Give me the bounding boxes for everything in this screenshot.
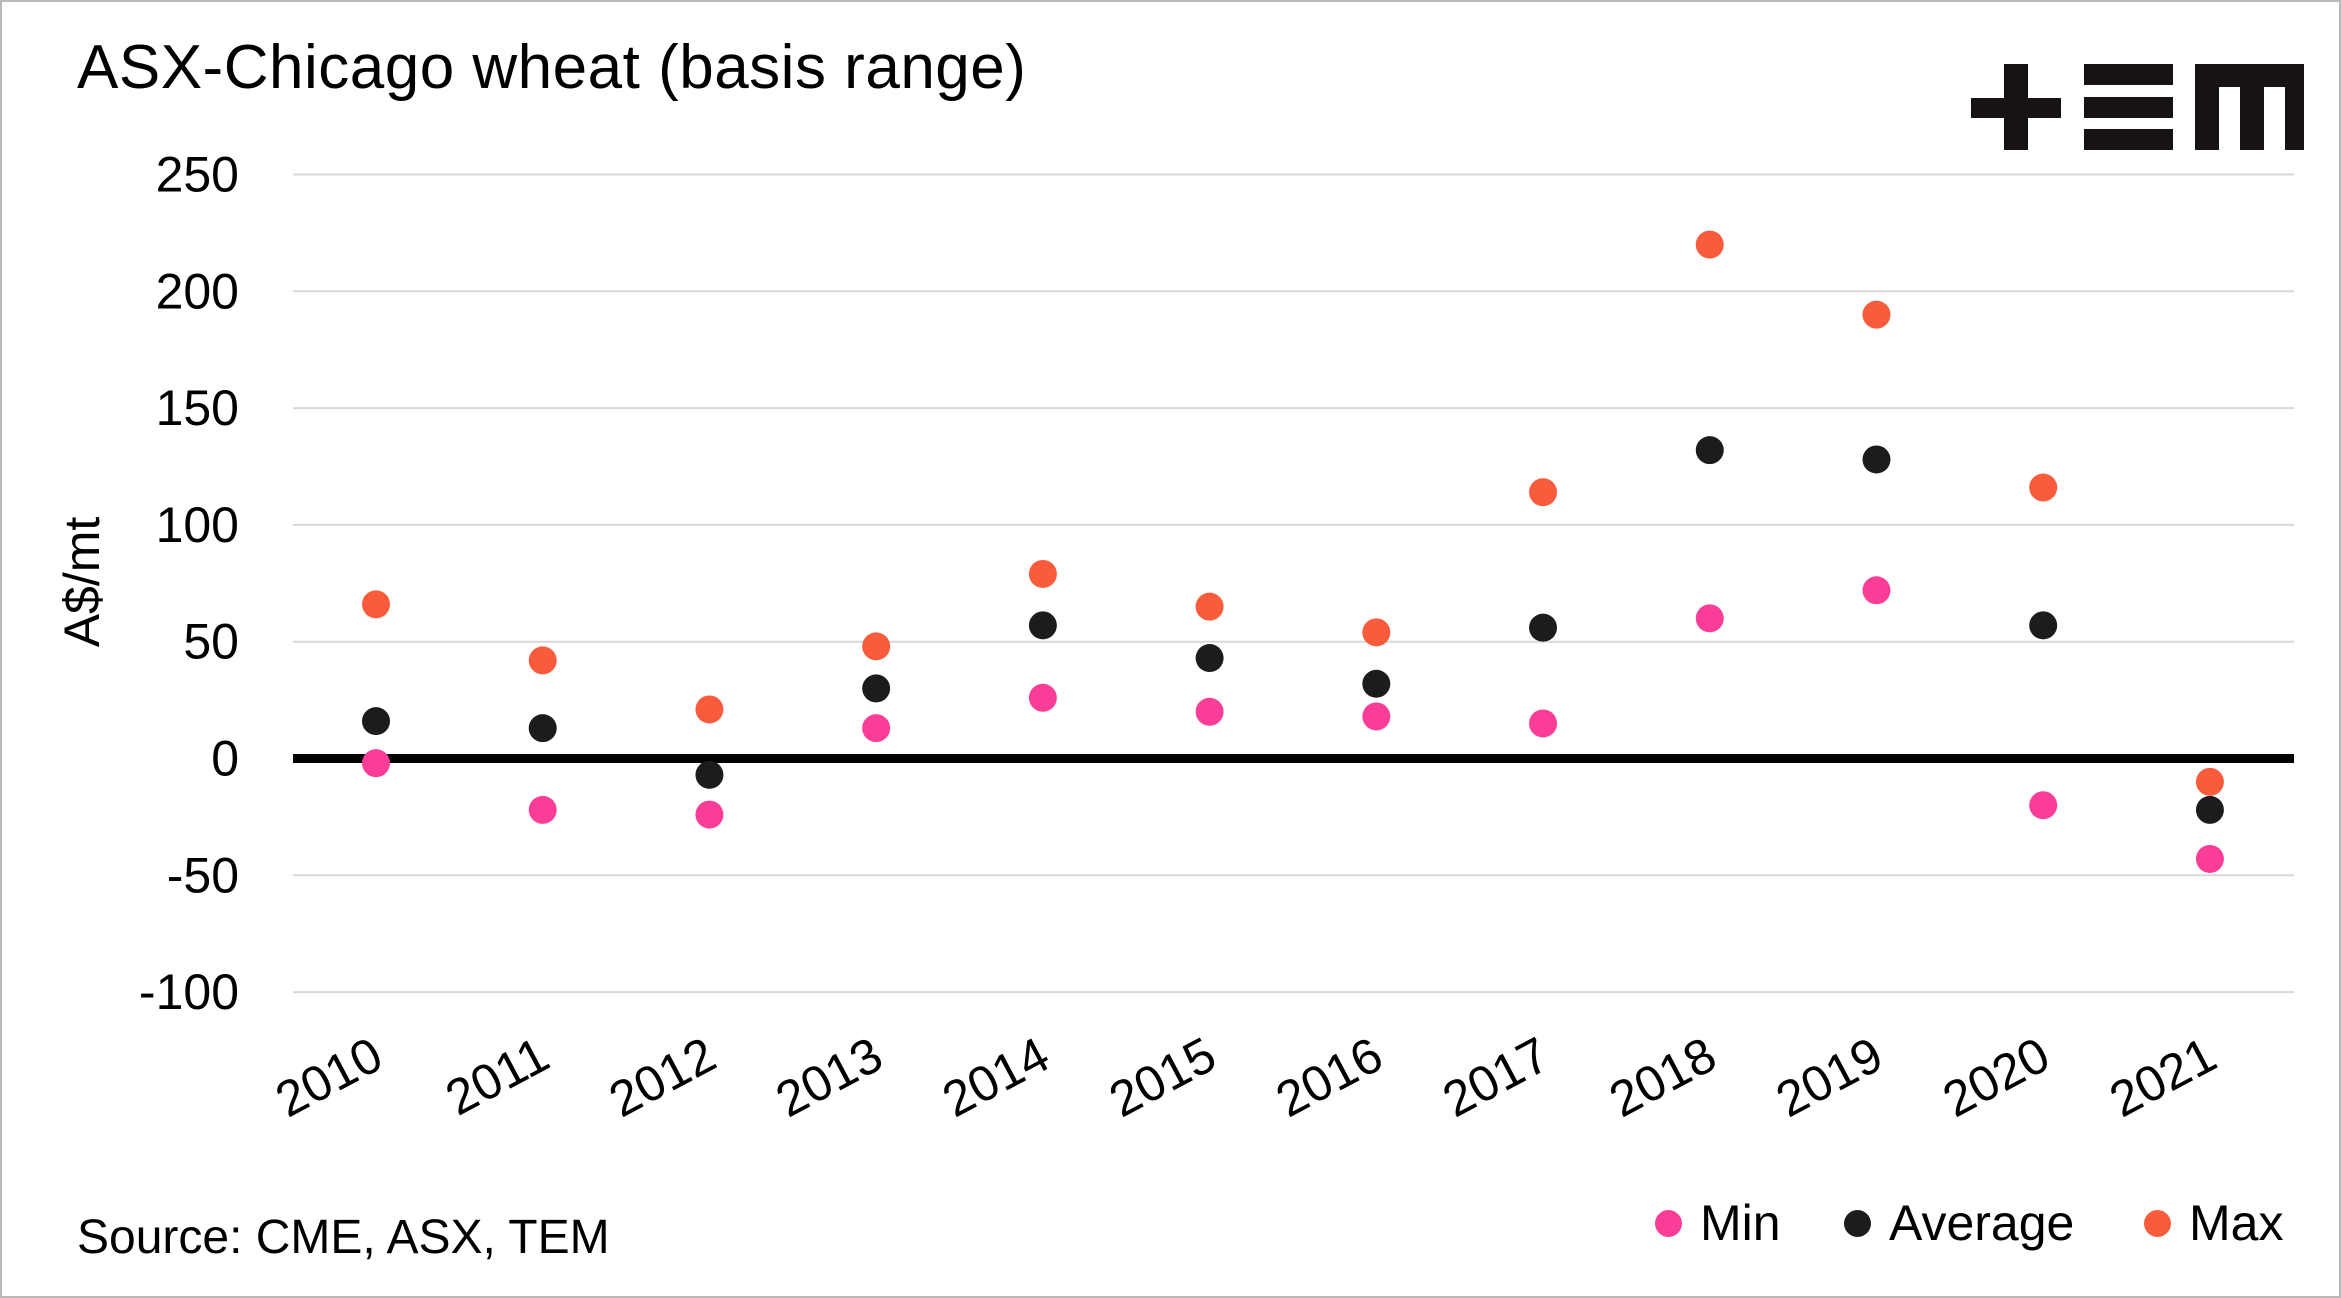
x-tick-label-2019: 2019 bbox=[1767, 1026, 1892, 1128]
dot-min-2016 bbox=[1362, 702, 1391, 731]
dot-average-2015 bbox=[1195, 644, 1224, 673]
dot-average-2017 bbox=[1529, 613, 1558, 642]
x-tick-label-2020: 2020 bbox=[1934, 1026, 2059, 1128]
dot-max-2016 bbox=[1362, 618, 1391, 647]
dot-max-2010 bbox=[362, 590, 390, 619]
dot-min-2021 bbox=[2195, 844, 2224, 873]
x-tick-label-2010: 2010 bbox=[267, 1026, 392, 1128]
dot-average-2021 bbox=[2195, 795, 2224, 824]
dot-min-2017 bbox=[1529, 709, 1558, 738]
y-tick-label-100: 100 bbox=[156, 497, 239, 553]
y-tick-label--50: -50 bbox=[167, 847, 239, 903]
dot-min-2020 bbox=[2029, 791, 2058, 820]
dot-max-2017 bbox=[1529, 478, 1558, 507]
logo-m bbox=[2195, 64, 2304, 150]
x-tick-label-2015: 2015 bbox=[1100, 1026, 1225, 1128]
dot-average-2019 bbox=[1862, 445, 1891, 474]
x-tick-label-2011: 2011 bbox=[437, 1026, 558, 1126]
dot-max-2020 bbox=[2029, 473, 2058, 502]
dot-max-2014 bbox=[1028, 559, 1057, 588]
source-note: Source: CME, ASX, TEM bbox=[77, 1211, 610, 1264]
dot-average-2014 bbox=[1028, 611, 1057, 640]
x-tick-label-2018: 2018 bbox=[1600, 1026, 1725, 1128]
logo-bar-top bbox=[2084, 64, 2173, 85]
dot-average-2016 bbox=[1362, 669, 1391, 698]
y-tick-label-200: 200 bbox=[156, 263, 239, 319]
dot-max-2021 bbox=[2195, 767, 2224, 796]
dot-min-2019 bbox=[1862, 576, 1891, 605]
dot-max-2019 bbox=[1862, 300, 1891, 329]
x-tick-label-2016: 2016 bbox=[1267, 1026, 1392, 1128]
dot-min-2014 bbox=[1028, 683, 1057, 712]
logo-bar-middle bbox=[2084, 97, 2173, 118]
dot-max-2018 bbox=[1695, 230, 1724, 259]
x-tick-label-2021: 2021 bbox=[2101, 1026, 2226, 1128]
chart-title: ASX-Chicago wheat (basis range) bbox=[77, 33, 1027, 102]
dot-average-2010 bbox=[362, 707, 390, 736]
dot-average-2013 bbox=[862, 674, 891, 703]
tem-logo bbox=[1969, 62, 2304, 152]
dot-average-2011 bbox=[528, 714, 557, 743]
dot-average-2018 bbox=[1695, 436, 1724, 465]
x-tick-label-2012: 2012 bbox=[600, 1026, 725, 1128]
dot-min-2010 bbox=[362, 749, 390, 778]
dot-min-2018 bbox=[1695, 604, 1724, 633]
logo-plus-horizontal bbox=[1971, 98, 2061, 118]
dot-min-2015 bbox=[1195, 697, 1224, 726]
dot-min-2013 bbox=[862, 714, 891, 743]
dot-max-2011 bbox=[528, 646, 557, 675]
y-tick-label-0: 0 bbox=[211, 731, 239, 787]
y-tick-label-50: 50 bbox=[183, 614, 239, 670]
y-tick-label--100: -100 bbox=[139, 964, 239, 1020]
dot-average-2020 bbox=[2029, 611, 2058, 640]
dot-max-2012 bbox=[695, 695, 724, 724]
y-tick-label-250: 250 bbox=[156, 147, 239, 203]
dot-max-2015 bbox=[1195, 592, 1224, 621]
y-tick-label-150: 150 bbox=[156, 380, 239, 436]
dot-max-2013 bbox=[862, 632, 891, 661]
dot-min-2011 bbox=[528, 795, 557, 824]
logo-bar-bottom bbox=[2084, 129, 2173, 150]
dot-min-2012 bbox=[695, 800, 724, 829]
x-tick-label-2014: 2014 bbox=[934, 1026, 1059, 1128]
x-tick-label-2017: 2017 bbox=[1434, 1026, 1559, 1128]
dot-average-2012 bbox=[695, 760, 724, 789]
x-tick-label-2013: 2013 bbox=[767, 1026, 892, 1128]
